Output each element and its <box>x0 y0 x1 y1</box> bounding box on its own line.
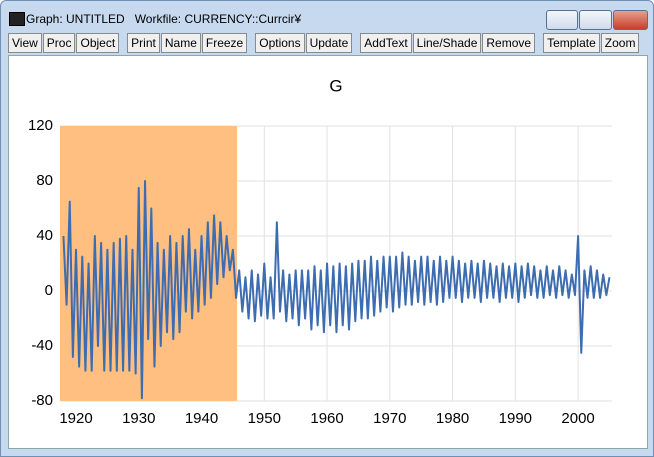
toolbar-button[interactable]: Print <box>127 33 160 53</box>
minimize-button[interactable] <box>546 10 578 30</box>
x-tick-label: 1980 <box>436 410 469 427</box>
x-tick-label: 1990 <box>499 410 532 427</box>
toolbar-button[interactable]: Zoom <box>600 33 640 53</box>
x-tick-label: 1950 <box>248 410 281 427</box>
chart-title: G <box>329 76 342 95</box>
window-title: Graph: UNTITLED Workfile: CURRENCY::Curr… <box>26 12 302 26</box>
x-tick-label: 1970 <box>373 410 406 427</box>
toolbar-button[interactable]: Name <box>160 33 201 53</box>
data-line <box>62 180 611 400</box>
close-button[interactable] <box>613 10 648 30</box>
toolbar-button[interactable]: Template <box>543 33 600 53</box>
toolbar-group: Print Name Freeze <box>127 33 248 53</box>
y-tick-label: 40 <box>36 227 53 244</box>
toolbar-button[interactable]: Proc <box>42 33 76 53</box>
toolbar: View Proc Object Print Name Freeze Options Upda… <box>8 33 640 53</box>
toolbar-group: Options Update <box>255 33 353 53</box>
x-tick-label: 1960 <box>310 410 343 427</box>
x-tick-label: 1920 <box>59 410 92 427</box>
toolbar-group: View Proc Object <box>8 33 120 53</box>
toolbar-button[interactable]: Freeze <box>201 33 248 53</box>
toolbar-button[interactable]: View <box>8 33 42 53</box>
toolbar-group: Template Zoom <box>543 33 640 53</box>
y-tick-label: 120 <box>28 117 53 134</box>
toolbar-button[interactable]: Update <box>305 33 353 53</box>
x-tick-label: 2000 <box>561 410 594 427</box>
y-tick-label: -40 <box>31 337 53 354</box>
toolbar-group: AddText Line/Shade Remove <box>360 33 536 53</box>
toolbar-button[interactable]: Object <box>76 33 120 53</box>
window-icon <box>9 12 25 26</box>
toolbar-button[interactable]: Remove <box>482 33 536 53</box>
y-tick-label: -80 <box>31 392 53 409</box>
toolbar-button[interactable]: AddText <box>360 33 412 53</box>
y-tick-label: 0 <box>45 282 53 299</box>
toolbar-button[interactable]: Line/Shade <box>412 33 482 53</box>
x-tick-label: 1930 <box>122 410 155 427</box>
x-tick-label: 1940 <box>185 410 218 427</box>
y-tick-label: 80 <box>36 172 53 189</box>
maximize-button[interactable] <box>579 10 612 30</box>
toolbar-button[interactable]: Options <box>255 33 305 53</box>
